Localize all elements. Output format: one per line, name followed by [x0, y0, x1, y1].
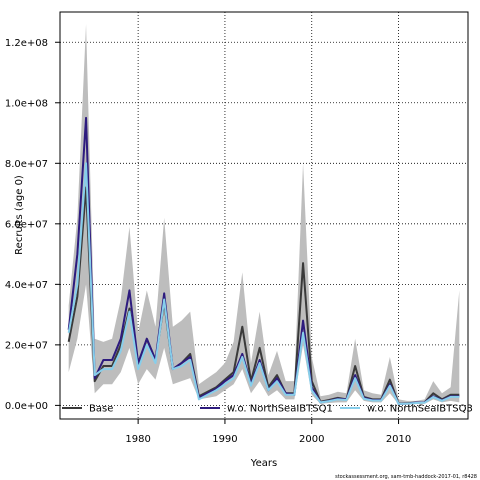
y-tick-label: 1.2e+08 — [5, 38, 48, 49]
x-axis: 1980 1990 2000 2010 — [125, 419, 411, 445]
y-tick-label: 2.0e+07 — [5, 340, 48, 351]
series-lines — [67, 116, 460, 405]
plot-frame — [59, 11, 469, 420]
y-axis: 0.0e+00 2.0e+07 4.0e+07 6.0e+07 8.0e+07 1.0e+… — [5, 38, 60, 412]
legend: Base w.o. NorthSeaIBTSQ1 w.o. NorthSeaIBTS… — [62, 404, 473, 415]
y-axis-title: Recruits (age 0) — [14, 175, 25, 255]
x-tick-label: 2000 — [299, 434, 324, 445]
credit-text: stockassessment.org, sam-tmb-haddock-201… — [335, 474, 477, 480]
y-tick-label: 4.0e+07 — [5, 280, 48, 291]
legend-label: w.o. NorthSeaIBTSQ1 — [227, 404, 333, 415]
y-tick-label: 0.0e+00 — [5, 401, 48, 412]
y-tick-label: 8.0e+07 — [5, 159, 48, 170]
legend-label: Base — [89, 404, 113, 415]
x-tick-label: 1980 — [125, 434, 150, 445]
x-tick-label: 2010 — [386, 434, 411, 445]
x-tick-label: 1990 — [212, 434, 237, 445]
series-line — [67, 162, 460, 405]
legend-label: w.o. NorthSeaIBTSQ3 — [367, 404, 473, 415]
y-tick-label: 6.0e+07 — [5, 219, 48, 230]
x-axis-title: Years — [250, 458, 277, 469]
y-tick-label: 1.0e+08 — [5, 98, 48, 109]
